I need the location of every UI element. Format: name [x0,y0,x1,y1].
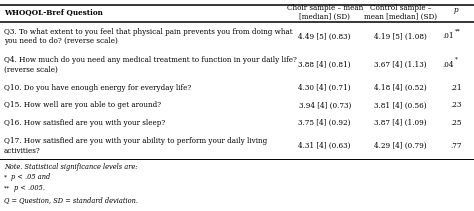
Text: .21: .21 [450,84,462,92]
Text: 4.29 [4] (0.79): 4.29 [4] (0.79) [374,142,427,150]
Text: Q3. To what extent to you feel that physical pain prevents you from doing what
y: Q3. To what extent to you feel that phys… [4,28,292,45]
Text: Q10. Do you have enough energy for everyday life?: Q10. Do you have enough energy for every… [4,84,191,92]
Text: 3.67 [4] (1.13): 3.67 [4] (1.13) [374,61,427,69]
Text: .04: .04 [442,61,454,69]
Text: Control sample –
mean [median] (SD): Control sample – mean [median] (SD) [364,4,437,21]
Text: 4.18 [4] (0.52): 4.18 [4] (0.52) [374,84,427,92]
Text: .77: .77 [450,142,462,150]
Text: 3.87 [4] (1.09): 3.87 [4] (1.09) [374,119,427,127]
Text: 4.31 [4] (0.63): 4.31 [4] (0.63) [299,142,351,150]
Text: Note. Statistical significance levels are:: Note. Statistical significance levels ar… [4,163,137,171]
Text: .01: .01 [442,32,454,40]
Text: Q15. How well are you able to get around?: Q15. How well are you able to get around… [4,101,161,109]
Text: p < .005.: p < .005. [14,184,45,192]
Text: Q = Question, SD = standard deviation.: Q = Question, SD = standard deviation. [4,196,138,204]
Text: *: * [4,174,7,179]
Text: p: p [454,6,458,14]
Text: .25: .25 [450,119,462,127]
Text: Q4. How much do you need any medical treatment to function in your daily life?
(: Q4. How much do you need any medical tre… [4,56,297,73]
Text: **: ** [455,29,460,34]
Text: 3.81 [4] (0.56): 3.81 [4] (0.56) [374,101,427,109]
Text: Q17. How satisfied are you with your ability to perform your daily living
activi: Q17. How satisfied are you with your abi… [4,137,267,155]
Text: p < .05 and: p < .05 and [11,173,51,181]
Text: 3.94 [4] (0.73): 3.94 [4] (0.73) [299,101,351,109]
Text: Choir sample – mean
[median] (SD): Choir sample – mean [median] (SD) [287,4,363,21]
Text: 3.75 [4] (0.92): 3.75 [4] (0.92) [299,119,351,127]
Text: *: * [455,57,457,62]
Text: **: ** [4,185,10,190]
Text: 4.30 [4] (0.71): 4.30 [4] (0.71) [298,84,351,92]
Text: 4.19 [5] (1.08): 4.19 [5] (1.08) [374,32,427,40]
Text: 3.88 [4] (0.81): 3.88 [4] (0.81) [298,61,351,69]
Text: WHOQOL-Bref Question: WHOQOL-Bref Question [4,8,103,16]
Text: .23: .23 [450,101,462,109]
Text: 4.49 [5] (0.83): 4.49 [5] (0.83) [299,32,351,40]
Text: Q16. How satisfied are you with your sleep?: Q16. How satisfied are you with your sle… [4,119,165,127]
